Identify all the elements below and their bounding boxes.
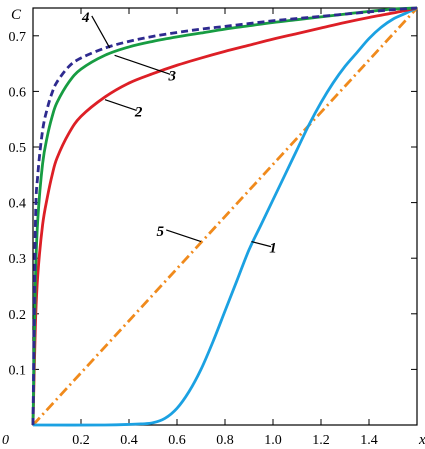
x-tick-label: 1.2 — [312, 433, 330, 448]
curve-label-5: 5 — [156, 224, 164, 240]
curve-label-4: 4 — [81, 10, 90, 26]
y-tick-label: 0.6 — [9, 85, 27, 100]
y-tick-label: 0.3 — [9, 252, 27, 267]
curve-label-3: 3 — [167, 68, 176, 84]
curve-label-1: 1 — [269, 241, 277, 257]
y-tick-label: 0.2 — [9, 308, 27, 323]
x-axis-title: x — [418, 432, 425, 448]
curve-label-2: 2 — [134, 104, 143, 120]
x-tick-label: 1.0 — [264, 433, 282, 448]
leader-line-3 — [114, 54, 171, 75]
leader-line-5 — [166, 229, 202, 243]
leader-line-2 — [104, 99, 137, 111]
axis-tick-labels: 0.2 0.4 0.6 0.8 1.0 1.2 1.4 0.1 0.2 0.3 0.4 0.5 0.6 0… — [9, 30, 378, 448]
curve-5 — [31, 7, 419, 426]
x-tick-label: 1.4 — [360, 433, 378, 448]
curve-4 — [31, 6, 418, 426]
y-tick-label: 0.1 — [9, 363, 27, 378]
curve-labels: 1 2 3 4 5 — [81, 10, 277, 257]
y-tick-label: 0.4 — [9, 197, 27, 212]
leader-line-4 — [91, 15, 111, 49]
curves — [31, 6, 419, 427]
x-tick-label: 0.6 — [168, 433, 186, 448]
leader-line-1 — [251, 240, 272, 248]
x-tick-label: 0.8 — [216, 433, 234, 448]
y-tick-label: 0.5 — [9, 141, 27, 156]
y-axis-title: C — [11, 7, 22, 23]
x-tick-label: 0.2 — [72, 433, 90, 448]
origin-label: 0 — [2, 433, 9, 448]
curve-1 — [32, 6, 418, 427]
y-tick-label: 0.7 — [9, 30, 27, 45]
x-tick-label: 0.4 — [120, 433, 138, 448]
curve-2 — [31, 6, 418, 426]
